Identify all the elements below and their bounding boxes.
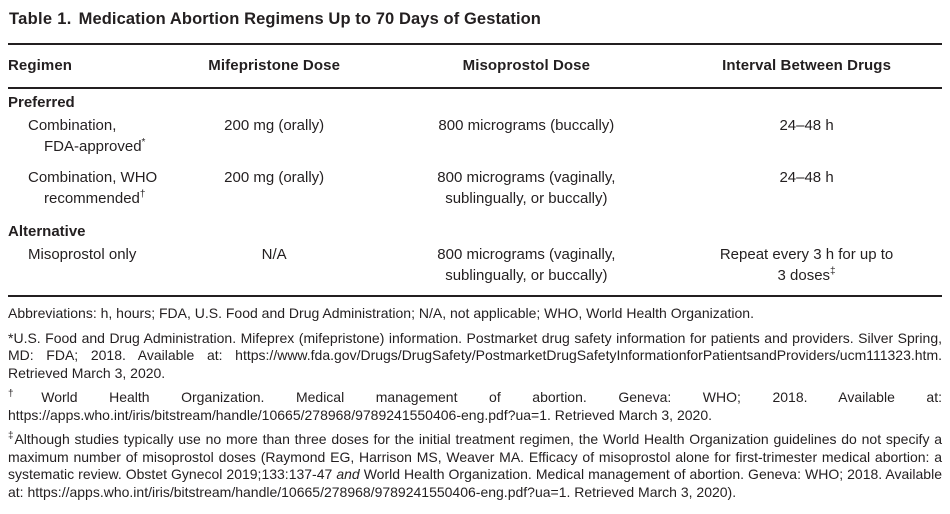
table-row-misoprostol-only: Misoprostol only N/A 800 micrograms (vag… [8,243,942,296]
table-row-combination-who: Combination, WHO recommended† 200 mg (or… [8,166,942,218]
table-body: Preferred Combination, FDA-approved* 200… [8,88,942,296]
header-row: Regimen Mifepristone Dose Misoprostol Do… [8,43,942,89]
cell-interval: 24–48 h [779,169,834,186]
col-header-regimen: Regimen [8,43,167,89]
footnote-double-dagger-text-1: Although studies typically use no more t… [8,431,943,482]
section-row-alternative: Alternative [8,218,942,243]
regimen-line1: Combination, WHO [28,169,158,186]
table-header: Regimen Mifepristone Dose Misoprostol Do… [8,43,942,89]
table-number: Table 1. [9,10,72,28]
footnote-asterisk-text: U.S. Food and Drug Administration. Mifep… [8,329,942,381]
footnote-double-dagger: ‡Although studies typically use no more … [8,431,942,501]
regimen-line1: Misoprostol only [28,246,137,263]
table-row-combination-fda: Combination, FDA-approved* 200 mg (orall… [8,114,942,166]
cell-misoprostol-dose: 800 micrograms (buccally) [438,117,615,134]
double-dagger-marker: ‡ [8,430,15,442]
cell-regimen: Combination, FDA-approved* [8,114,167,166]
footnote-asterisk: *U.S. Food and Drug Administration. Mife… [8,330,942,383]
regimen-text: Combination, FDA-approved* [28,115,167,157]
regimen-text: Combination, WHO recommended† [28,167,167,209]
regimen-line1: Combination, [28,117,117,134]
section-label-preferred: Preferred [8,94,75,111]
cell-misoprostol-dose: 800 micrograms (vaginally, sublingually,… [382,166,672,218]
footnote-dagger-text: World Health Organization. Medical manag… [8,389,942,423]
misoprostol-line1: 800 micrograms (vaginally, [437,169,616,186]
cell-interval: 24–48 h [779,117,834,134]
misoprostol-line2: sublingually, or buccally) [445,267,608,284]
misoprostol-line1: 800 micrograms (vaginally, [437,246,616,263]
section-label-alternative: Alternative [8,223,86,240]
footnote-dagger: †World Health Organization. Medical mana… [8,389,942,424]
footnote-double-dagger-text-2: World Health Organization. Medical manag… [8,466,942,500]
footnotes: Abbreviations: h, hours; FDA, U.S. Food … [8,305,942,501]
footnote-abbreviations: Abbreviations: h, hours; FDA, U.S. Food … [8,305,754,321]
footnote-marker-double-dagger: ‡ [830,266,836,277]
cell-misoprostol-dose: 800 micrograms (vaginally, sublingually,… [382,243,672,296]
interval-line2: 3 doses [777,267,831,284]
table-figure: Table 1. Medication Abortion Regimens Up … [8,8,942,501]
cell-mifepristone-dose: N/A [261,246,287,263]
col-header-misoprostol-dose: Misoprostol Dose [381,43,672,89]
cell-regimen: Misoprostol only [8,243,167,296]
col-header-interval: Interval Between Drugs [671,43,942,89]
footnote-marker-dagger: † [139,189,146,200]
regimen-text: Misoprostol only [28,244,167,265]
dagger-marker: † [8,388,42,400]
regimen-line2: recommended [44,190,140,207]
cell-mifepristone-dose: 200 mg (orally) [224,169,325,186]
table-caption: Medication Abortion Regimens Up to 70 Da… [78,10,541,28]
footnote-marker-asterisk: * [141,137,146,148]
asterisk-marker: * [8,329,14,346]
misoprostol-line2: sublingually, or buccally) [445,190,608,207]
cell-mifepristone-dose: 200 mg (orally) [224,117,325,134]
cell-interval: Repeat every 3 h for up to 3 doses‡ [671,243,942,296]
cell-regimen: Combination, WHO recommended† [8,166,167,218]
interval-line1: Repeat every 3 h for up to [719,246,894,263]
table-title: Table 1. Medication Abortion Regimens Up … [9,8,942,30]
section-row-preferred: Preferred [8,88,942,114]
regimen-table: Regimen Mifepristone Dose Misoprostol Do… [8,43,942,297]
col-header-mifepristone-dose: Mifepristone Dose [166,43,382,89]
regimen-line2: FDA-approved [44,138,142,155]
footnote-italic-and: and [336,466,360,482]
